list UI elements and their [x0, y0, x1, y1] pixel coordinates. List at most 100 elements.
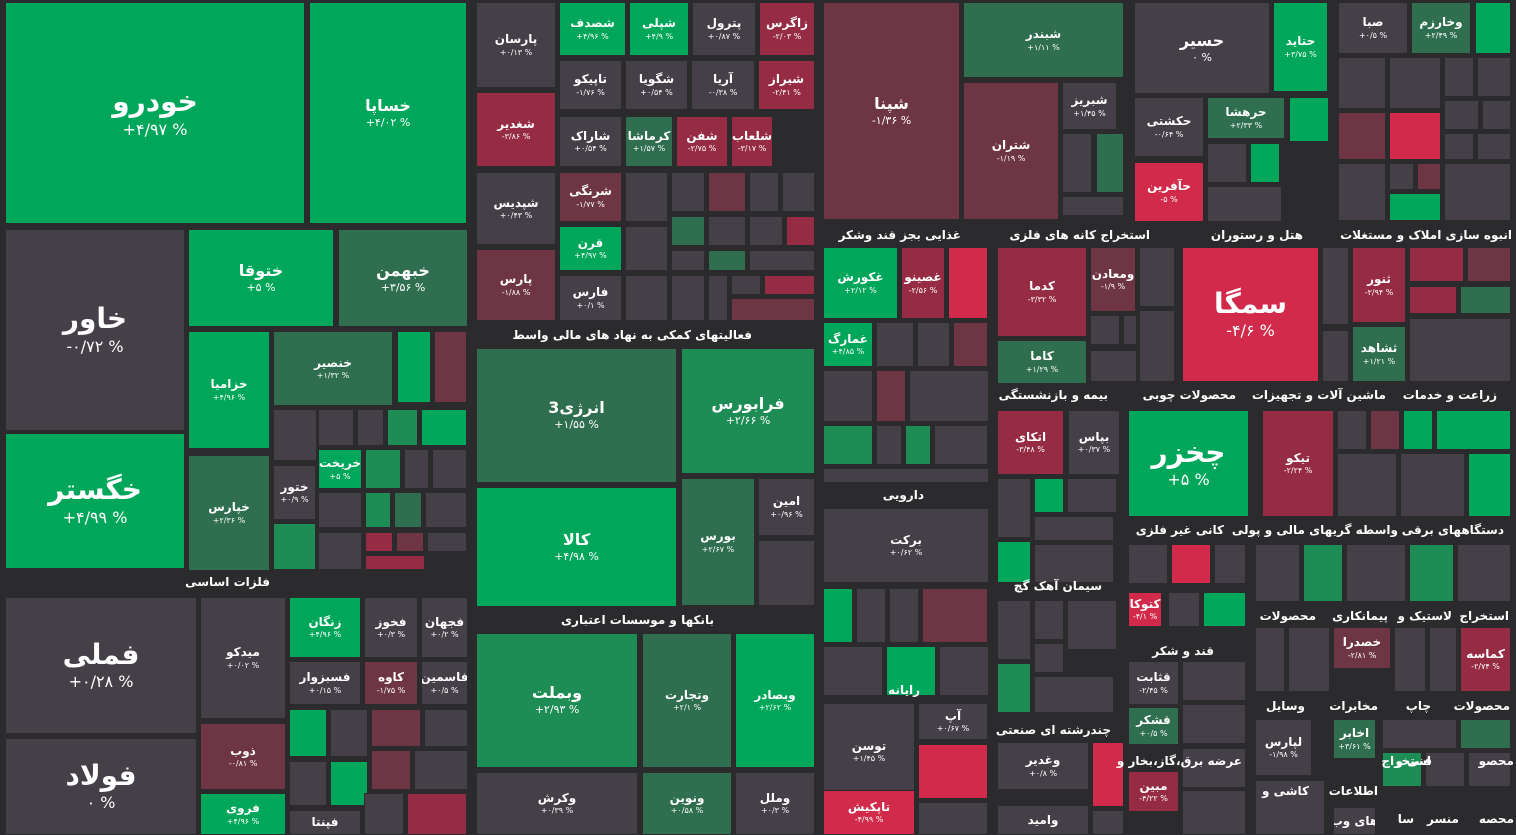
- stock-tile[interactable]: صبا +۰/۵ %: [1338, 2, 1408, 54]
- stock-tile[interactable]: لپارس -۱/۹۸ %: [1255, 719, 1312, 776]
- stock-tile[interactable]: [1250, 143, 1280, 183]
- stock-tile[interactable]: وخارزم +۲/۴۹ %: [1411, 2, 1471, 54]
- stock-tile[interactable]: [1062, 133, 1092, 193]
- stock-tile[interactable]: اخابر +۳/۶۱ %: [1333, 719, 1376, 759]
- stock-tile[interactable]: کاوه -۱/۷۵ %: [364, 661, 418, 705]
- stock-tile[interactable]: کالا +۴/۹۸ %: [476, 487, 677, 607]
- stock-tile[interactable]: فجهان +۰/۲ %: [421, 597, 468, 658]
- stock-tile[interactable]: [1062, 196, 1124, 216]
- stock-tile[interactable]: [1425, 752, 1465, 787]
- stock-tile[interactable]: شگویا +۰/۵۴ %: [625, 60, 688, 110]
- stock-tile[interactable]: فارس +۰/۱ %: [559, 275, 622, 321]
- stock-tile[interactable]: خصدرا -۲/۸۱ %: [1333, 627, 1391, 669]
- sector-label[interactable]: کاشی و: [1261, 784, 1309, 798]
- stock-tile[interactable]: [414, 750, 468, 790]
- stock-tile[interactable]: بورس +۲/۶۷ %: [681, 478, 755, 606]
- stock-tile[interactable]: [918, 744, 988, 799]
- stock-tile[interactable]: وملل +۰/۳ %: [735, 772, 815, 835]
- stock-tile[interactable]: [1444, 163, 1511, 221]
- sector-label[interactable]: ماشین آلات و تجهیزات: [1251, 388, 1386, 402]
- stock-tile[interactable]: ثشاهد +۱/۲۱ %: [1352, 326, 1406, 382]
- stock-tile[interactable]: شصدف +۴/۹۶ %: [559, 2, 626, 56]
- stock-tile[interactable]: شفن -۲/۷۵ %: [676, 116, 728, 167]
- stock-tile[interactable]: [1139, 310, 1175, 382]
- stock-tile[interactable]: [425, 492, 467, 528]
- stock-tile[interactable]: [1389, 163, 1414, 190]
- stock-tile[interactable]: خبهمن +۳/۵۶ %: [338, 229, 468, 327]
- stock-tile[interactable]: کدما -۳/۳۲ %: [997, 247, 1087, 337]
- stock-tile[interactable]: [1389, 193, 1441, 221]
- stock-tile[interactable]: [273, 523, 316, 570]
- sector-label[interactable]: لاستیک و: [1397, 609, 1452, 623]
- stock-tile[interactable]: [1382, 719, 1457, 749]
- stock-tile[interactable]: [1444, 133, 1474, 160]
- stock-tile[interactable]: آپ +۰/۶۷ %: [918, 703, 988, 740]
- sector-label[interactable]: فعالیتهای کمکی به نهاد های مالی واسط: [512, 328, 752, 342]
- stock-tile[interactable]: حرهشا +۲/۳۳ %: [1207, 97, 1285, 139]
- stock-tile[interactable]: [371, 709, 421, 747]
- stock-tile[interactable]: [364, 793, 404, 835]
- stock-tile[interactable]: [1207, 143, 1247, 183]
- stock-tile[interactable]: [1467, 247, 1511, 282]
- sector-label[interactable]: محصو: [1478, 754, 1514, 768]
- stock-tile[interactable]: [1409, 318, 1511, 382]
- sector-label[interactable]: فنی و: [1395, 754, 1432, 768]
- stock-tile[interactable]: میدکو +۰/۰۲ %: [200, 597, 286, 719]
- stock-tile[interactable]: [330, 761, 368, 806]
- stock-tile[interactable]: [948, 247, 988, 319]
- stock-tile[interactable]: [357, 409, 384, 446]
- stock-tile[interactable]: [1482, 100, 1511, 130]
- stock-tile[interactable]: [432, 449, 467, 489]
- sector-label[interactable]: چندرشته ای صنعتی: [995, 723, 1111, 737]
- stock-tile[interactable]: [1182, 704, 1246, 744]
- sector-label[interactable]: دارویی: [882, 488, 924, 502]
- stock-tile[interactable]: [1322, 330, 1349, 382]
- stock-tile[interactable]: [1477, 133, 1511, 160]
- stock-tile[interactable]: [407, 793, 467, 835]
- stock-tile[interactable]: [1034, 544, 1114, 583]
- stock-tile[interactable]: [886, 646, 936, 696]
- stock-tile[interactable]: [1475, 2, 1511, 54]
- stock-tile[interactable]: [1370, 410, 1400, 450]
- stock-tile[interactable]: [1346, 544, 1406, 602]
- stock-tile[interactable]: خریخت +۵ %: [318, 449, 362, 489]
- stock-tile[interactable]: [1034, 516, 1114, 541]
- stock-tile[interactable]: آریا -۰/۳۸ %: [691, 60, 755, 110]
- stock-tile[interactable]: ختوقا +۵ %: [188, 229, 334, 327]
- stock-tile[interactable]: [318, 409, 354, 446]
- stock-tile[interactable]: [1182, 790, 1246, 835]
- stock-tile[interactable]: شتران -۱/۱۹ %: [963, 82, 1059, 220]
- stock-tile[interactable]: فسبزوار +۰/۱۵ %: [289, 661, 361, 705]
- stock-tile[interactable]: [1289, 97, 1329, 142]
- stock-tile[interactable]: [1394, 627, 1426, 692]
- sector-label[interactable]: رایانه: [888, 683, 920, 697]
- stock-tile[interactable]: [764, 275, 815, 295]
- stock-tile[interactable]: ختور +۰/۹ %: [273, 465, 316, 520]
- stock-tile[interactable]: [1128, 544, 1168, 584]
- stock-tile[interactable]: تاپیکو -۱/۷۶ %: [559, 60, 622, 110]
- stock-tile[interactable]: [1067, 600, 1117, 650]
- sector-label[interactable]: استخراج: [1381, 754, 1431, 768]
- stock-tile[interactable]: [1255, 627, 1285, 692]
- stock-tile[interactable]: [922, 588, 988, 643]
- stock-tile[interactable]: ومعادن -۱/۹ %: [1090, 247, 1136, 312]
- stock-tile[interactable]: حآفرین -۵ %: [1134, 162, 1204, 222]
- stock-tile[interactable]: [1477, 57, 1511, 97]
- sector-label[interactable]: هتل و رستوران: [1210, 228, 1303, 242]
- stock-tile[interactable]: [1096, 133, 1124, 193]
- stock-tile[interactable]: [1303, 544, 1343, 602]
- stock-tile[interactable]: [997, 600, 1031, 660]
- stock-tile[interactable]: [427, 532, 467, 552]
- sector-label[interactable]: قند و شکر: [1152, 644, 1214, 658]
- stock-tile[interactable]: غکورش +۲/۱۲ %: [823, 247, 898, 319]
- stock-tile[interactable]: [1182, 748, 1246, 788]
- stock-tile[interactable]: ثنور -۲/۹۴ %: [1352, 247, 1406, 323]
- sector-label[interactable]: محصولات: [1259, 609, 1316, 623]
- stock-tile[interactable]: بپاس +۰/۳۷ %: [1068, 410, 1120, 475]
- stock-tile[interactable]: [671, 216, 705, 246]
- stock-tile[interactable]: [434, 331, 467, 403]
- stock-tile[interactable]: خاور -۰/۷۲ %: [5, 229, 185, 431]
- stock-tile[interactable]: [625, 275, 668, 321]
- stock-tile[interactable]: ونوین +۰/۵۸ %: [642, 772, 732, 835]
- sector-label[interactable]: سا: [1397, 812, 1414, 826]
